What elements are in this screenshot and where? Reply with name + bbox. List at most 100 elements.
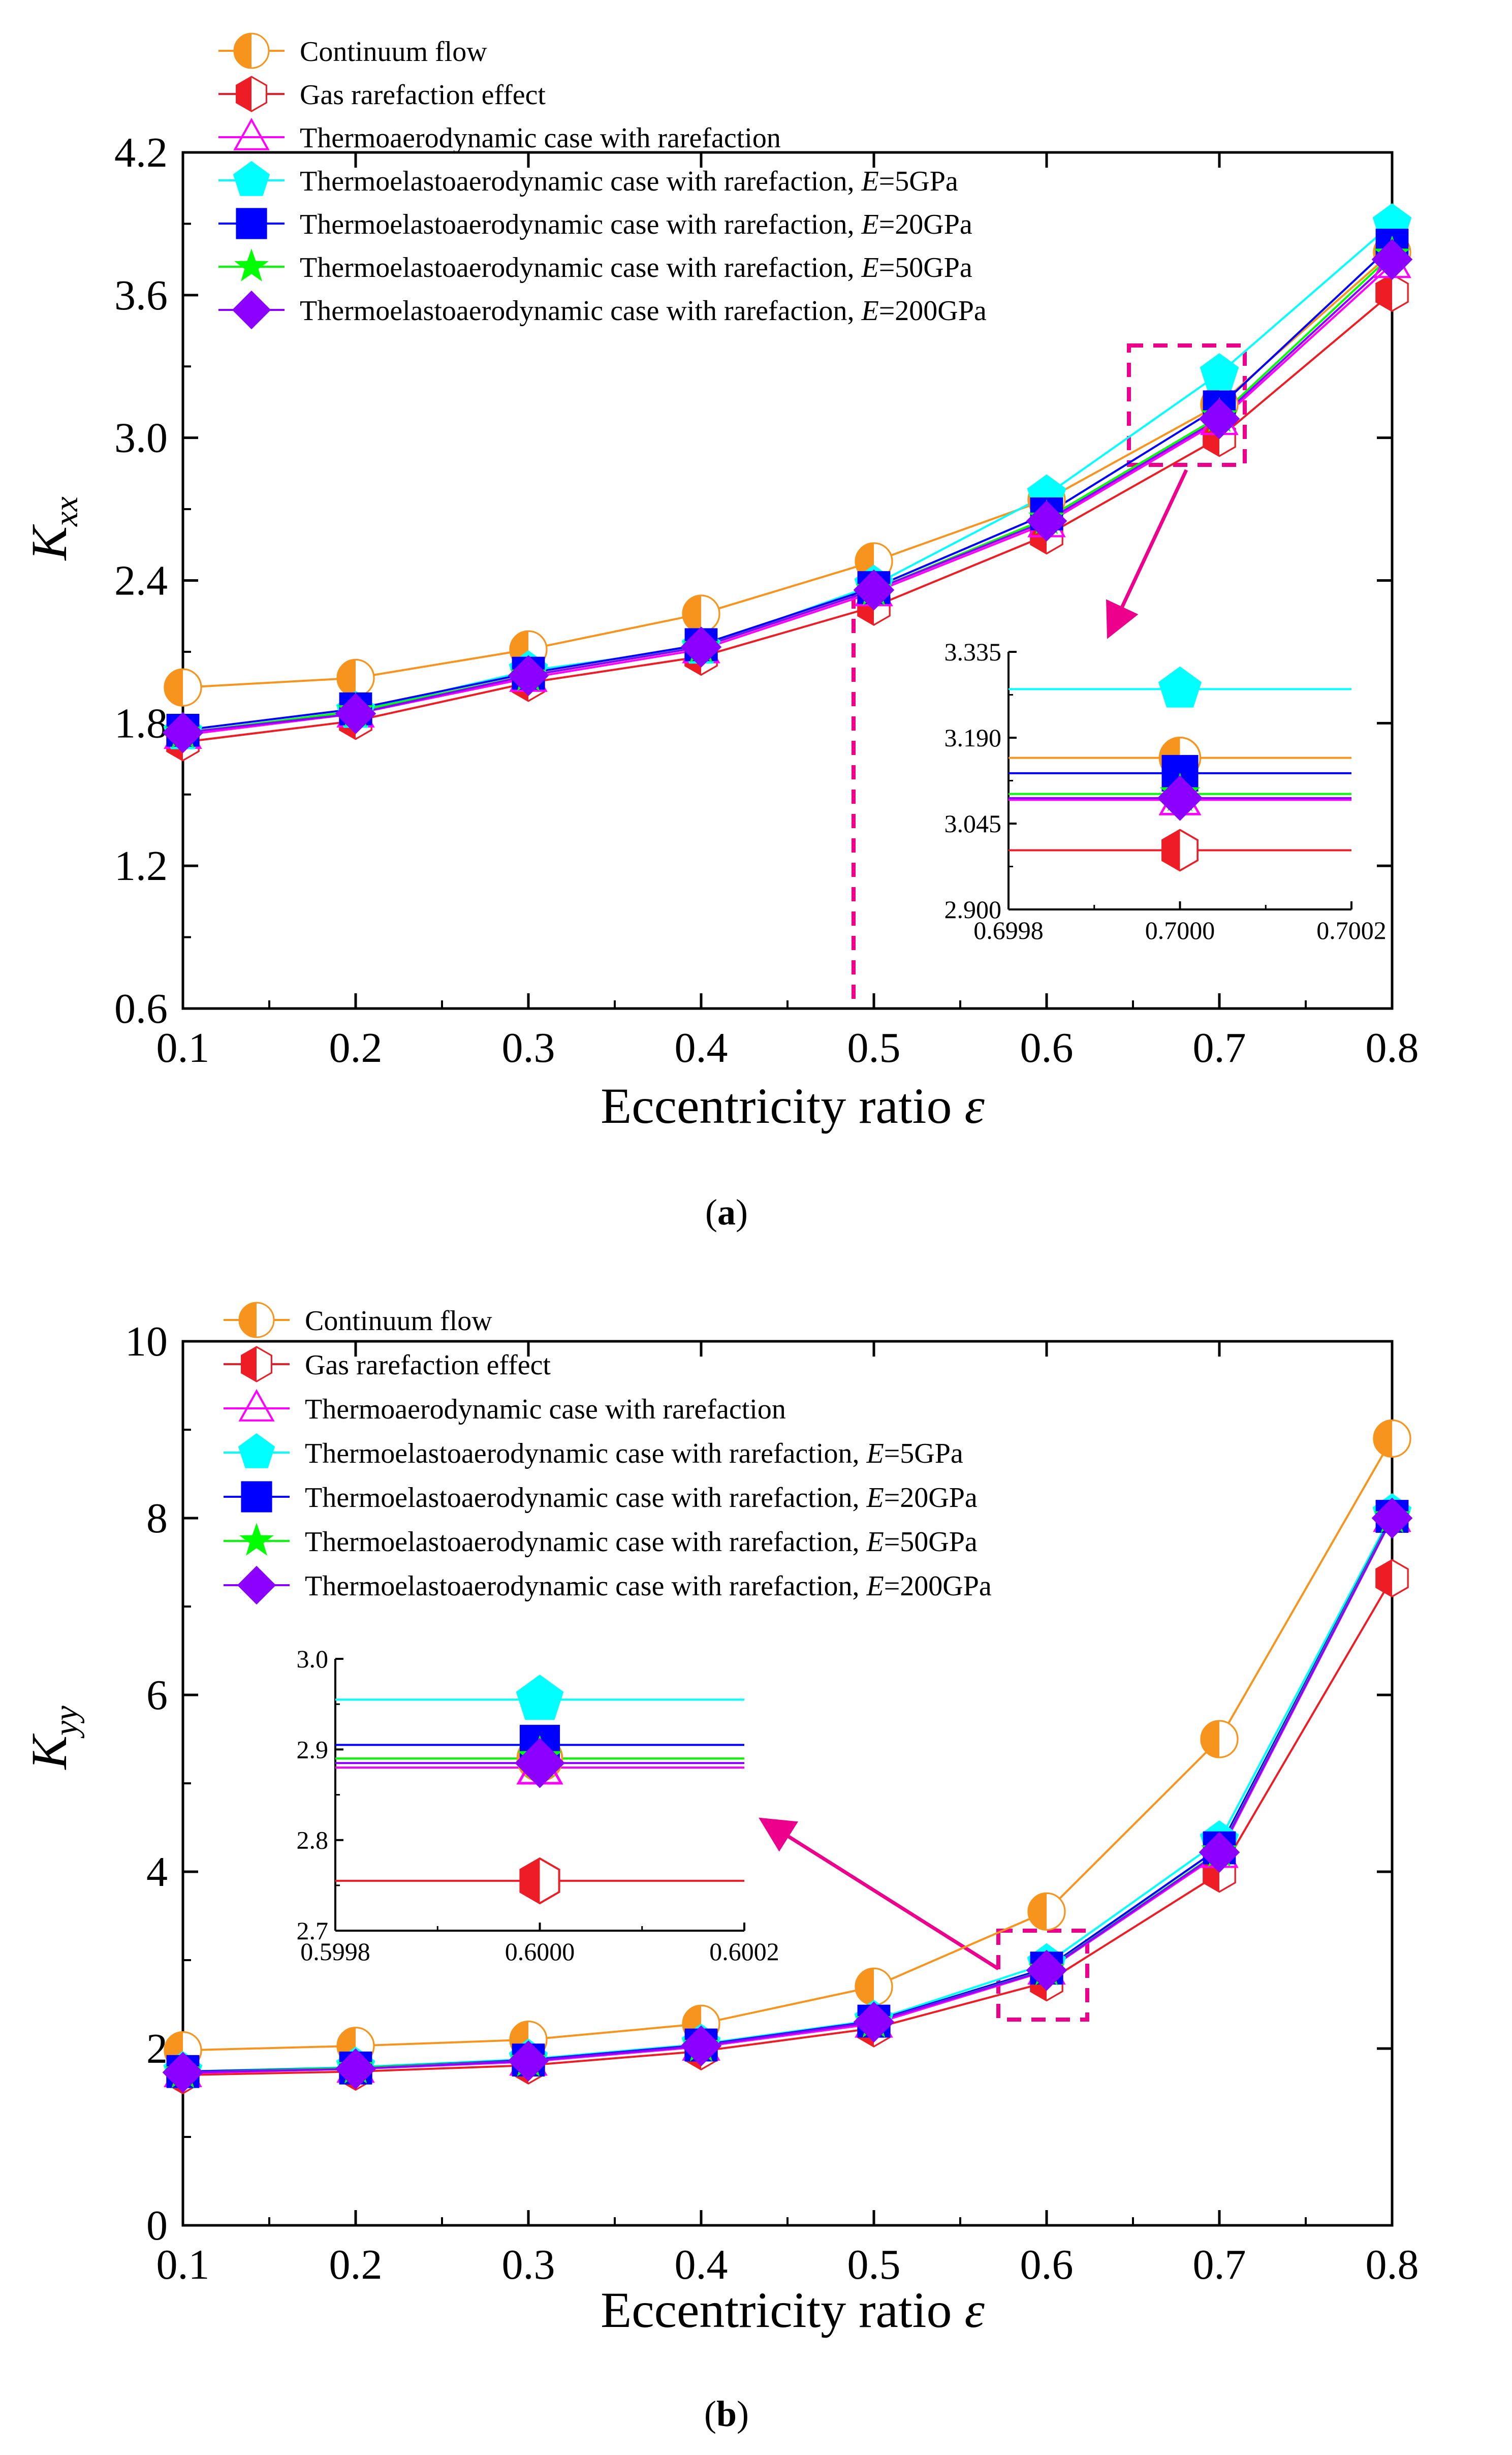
b-series-line-gas-rarefaction-effect <box>182 1578 1393 2076</box>
b-inset-ytick-label: 2.7 <box>297 1916 329 1945</box>
a-legend-marker-pentagon <box>233 161 270 196</box>
b-point-half-circle <box>855 1967 893 2006</box>
b-inset-point-diamond <box>515 1738 565 1788</box>
a-legend-item: Thermoelastoaerodynamic case with rarefa… <box>218 208 972 240</box>
b-xtick-label: 0.5 <box>847 2241 901 2288</box>
b-caption: (b) <box>704 2394 749 2434</box>
a-legend-label: Thermoaerodynamic case with rarefaction <box>300 122 781 154</box>
a-inset-ytick-label: 2.900 <box>944 895 1002 924</box>
a-legend-label: Gas rarefaction effect <box>300 79 546 111</box>
b-point-diamond <box>1026 1949 1067 1991</box>
a-legend-label: Thermoelastoaerodynamic case with rarefa… <box>300 209 972 240</box>
b-inset-ytick-label: 3.0 <box>297 1645 329 1673</box>
a-legend-item: Thermoelastoaerodynamic case with rarefa… <box>218 248 972 284</box>
b-point-half-hexagon <box>1375 1559 1409 1598</box>
b-series-line-thermoelastoaerodynamic-case-with-rarefaction-200gpa <box>182 1518 1393 2073</box>
a-legend-marker-diamond <box>232 290 271 330</box>
b-ytick-label: 10 <box>125 1318 168 1365</box>
b-inset-point-half-hexagon <box>519 1857 560 1905</box>
b-point-half-circle <box>1027 1892 1066 1931</box>
a-callout-lines <box>852 343 1247 1009</box>
b-legend-marker-half-circle <box>238 1302 275 1338</box>
a-legend-item: Thermoelastoaerodynamic case with rarefa… <box>218 161 958 197</box>
b-inset-ytick-label: 2.8 <box>297 1826 329 1854</box>
b-point-half-circle <box>1200 1720 1239 1758</box>
b-inset: 0.5998 0.6000 0.6002 2.7 2.8 2.9 3.0 <box>297 1645 779 1966</box>
b-ylabel: Kyy <box>21 1706 85 1771</box>
a-legend: Continuum flow Gas rarefaction effect Ther… <box>218 33 987 330</box>
a-inset-xtick-label: 0.6998 <box>973 916 1044 945</box>
a-point-diamond <box>1199 398 1240 439</box>
b-ytick-label: 0 <box>146 2202 168 2249</box>
b-inset-point-pentagon <box>516 1674 564 1720</box>
b-point-diamond <box>1199 1832 1240 1873</box>
a-point-diamond <box>162 712 204 753</box>
b-legend-marker-diamond <box>237 1565 276 1605</box>
a-point-half-circle <box>336 658 375 698</box>
b-point-diamond <box>162 2052 204 2093</box>
a-xlabel: Eccentricity ratio ε <box>601 1078 985 1134</box>
b-inset-xtick-label: 0.6002 <box>709 1937 779 1966</box>
b-legend-label: Continuum flow <box>305 1305 492 1337</box>
b-ytick-label: 6 <box>146 1672 168 1719</box>
a-xtick-label: 0.3 <box>502 1024 555 1072</box>
a-legend-label: Thermoelastoaerodynamic case with rarefa… <box>300 166 958 197</box>
a-legend-marker-half-hexagon <box>236 76 267 112</box>
b-point-diamond <box>853 2001 895 2043</box>
b-xtick-label: 0.7 <box>1193 2241 1246 2288</box>
b-legend-label: Gas rarefaction effect <box>305 1349 551 1381</box>
a-xtick-label: 0.1 <box>156 1024 210 1072</box>
a-point-diamond <box>680 626 722 668</box>
a-inset-xtick-label: 0.7002 <box>1316 916 1387 945</box>
b-legend-label: Thermoelastoaerodynamic case with rarefa… <box>305 1570 992 1602</box>
b-legend-marker-half-hexagon <box>241 1346 272 1382</box>
a-ytick-label: 4.2 <box>114 129 168 176</box>
a-point-half-circle <box>682 594 720 633</box>
a-legend-marker-square <box>236 208 267 239</box>
b-legend-marker-triangle <box>238 1389 275 1422</box>
a-point-diamond <box>1371 239 1413 280</box>
a-legend-item: Thermoaerodynamic case with rarefaction <box>218 117 781 154</box>
a-inset-ytick-label: 3.335 <box>944 638 1002 666</box>
b-legend-label: Thermoaerodynamic case with rarefaction <box>305 1394 786 1425</box>
b-point-diamond <box>680 2025 722 2067</box>
chart-kxx: 0.1 0.2 0.3 0.4 0.5 0.6 0.7 0.8 0.6 1.2 1.8 2.4 3.0 3… <box>21 33 1419 1233</box>
b-legend-item: Thermoelastoaerodynamic case with rarefa… <box>224 1565 992 1605</box>
b-inset-xtick-label: 0.5998 <box>300 1937 370 1966</box>
b-legend-label: Thermoelastoaerodynamic case with rarefa… <box>305 1438 963 1469</box>
a-xtick-label: 0.4 <box>675 1024 728 1072</box>
a-xtick-label: 0.5 <box>847 1024 901 1072</box>
a-point-pentagon <box>1200 353 1239 390</box>
b-legend-item: Thermoelastoaerodynamic case with rarefa… <box>224 1523 978 1558</box>
a-ytick-label: 1.2 <box>114 842 168 890</box>
b-legend-item: Thermoaerodynamic case with rarefaction <box>224 1389 786 1425</box>
a-inset-xtick-label: 0.7000 <box>1145 916 1215 945</box>
b-legend-marker-star <box>239 1523 274 1556</box>
a-series-line-gas-rarefaction-effect <box>182 292 1393 743</box>
a-point-half-circle <box>164 668 202 707</box>
a-ytick-label: 3.6 <box>114 272 168 319</box>
b-legend-label: Thermoelastoaerodynamic case with rarefa… <box>305 1482 978 1514</box>
b-ytick-label: 8 <box>146 1495 168 1542</box>
a-ytick-label: 2.4 <box>114 557 168 605</box>
a-point-diamond <box>335 693 376 734</box>
b-legend-item: Continuum flow <box>224 1302 492 1338</box>
a-point-diamond <box>853 569 895 611</box>
a-ylabel: Kxx <box>21 496 85 561</box>
a-series-line-thermoelastoaerodynamic-case-with-rarefaction-20gpa <box>182 244 1393 732</box>
b-xlabel: Eccentricity ratio ε <box>601 2282 985 2338</box>
a-legend-item: Thermoelastoaerodynamic case with rarefa… <box>218 290 987 330</box>
a-series-line-thermoelastoaerodynamic-case-with-rarefaction-200gpa <box>182 259 1393 734</box>
a-legend-item: Gas rarefaction effect <box>218 76 546 112</box>
a-inset-point-pentagon <box>1158 666 1202 708</box>
a-inset-ytick-label: 3.045 <box>944 809 1002 838</box>
b-legend-marker-pentagon <box>238 1433 275 1468</box>
a-caption: (a) <box>705 1192 748 1233</box>
b-xtick-label: 0.6 <box>1020 2241 1074 2288</box>
a-point-half-hexagon <box>1375 273 1409 312</box>
b-xtick-label: 0.2 <box>329 2241 383 2288</box>
a-series-line-continuum-flow <box>182 251 1393 689</box>
a-inset: 0.6998 0.7000 0.7002 2.900 3.045 3.190 3.335 <box>944 638 1387 945</box>
b-ytick-label: 4 <box>146 1848 168 1896</box>
